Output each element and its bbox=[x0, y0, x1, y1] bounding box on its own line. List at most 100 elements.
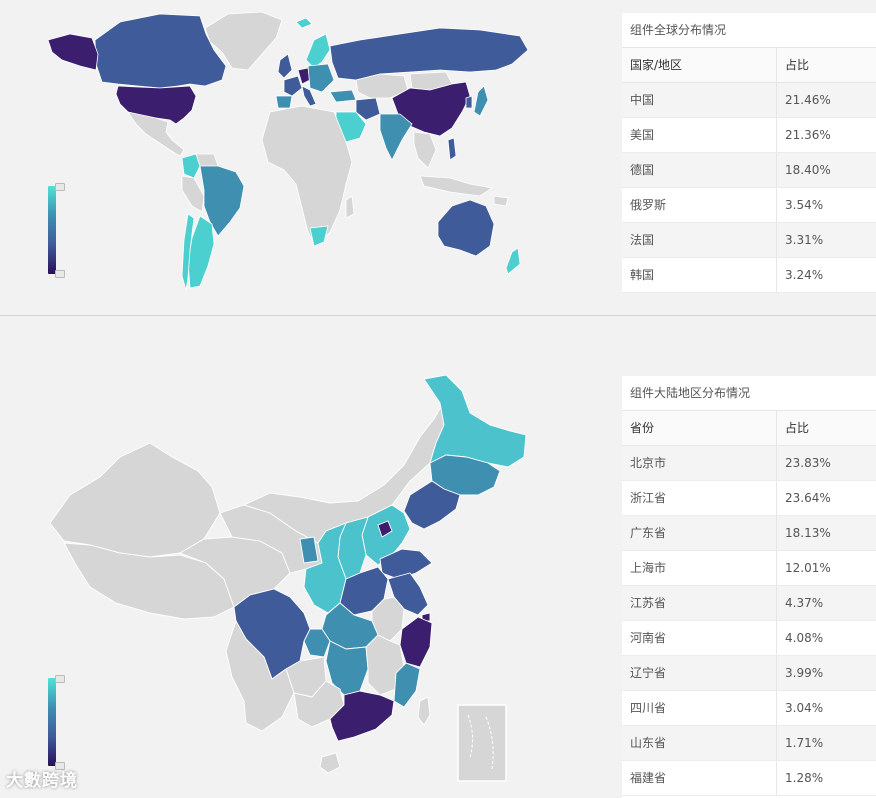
map-region-guangdong[interactable] bbox=[329, 690, 395, 742]
map-region-indonesia[interactable] bbox=[419, 175, 494, 197]
province-pct: 18.13% bbox=[785, 526, 831, 540]
map-region-india[interactable] bbox=[379, 113, 413, 161]
china-legend[interactable] bbox=[48, 675, 65, 770]
province-pct: 3.99% bbox=[785, 666, 824, 680]
map-region-turkey[interactable] bbox=[329, 89, 357, 103]
country-pct: 18.40% bbox=[785, 163, 831, 177]
map-region-italy[interactable] bbox=[301, 85, 317, 107]
china-legend-handle-top[interactable] bbox=[55, 675, 65, 683]
country-name: 德国 bbox=[622, 153, 777, 187]
world-map bbox=[47, 11, 529, 291]
province-name: 山东省 bbox=[622, 726, 777, 760]
country-pct: 21.46% bbox=[785, 93, 831, 107]
map-region-russia[interactable] bbox=[329, 27, 529, 81]
province-name: 广东省 bbox=[622, 516, 777, 550]
map-region-yunnan[interactable] bbox=[225, 619, 295, 732]
china-distribution-table: 组件大陆地区分布情况 省份 占比 北京市 23.83% 浙江省 23.64% 广… bbox=[622, 376, 876, 798]
world-distribution-table: 组件全球分布情况 国家/地区 占比 中国 21.46% 美国 21.36% 德国… bbox=[622, 13, 876, 293]
map-region-new-zealand[interactable] bbox=[505, 247, 521, 275]
map-region-colombia[interactable] bbox=[181, 153, 201, 179]
country-name: 韩国 bbox=[622, 258, 777, 292]
map-region-alaska[interactable] bbox=[47, 33, 99, 71]
map-region-france[interactable] bbox=[283, 75, 303, 97]
map-region-png[interactable] bbox=[493, 195, 509, 207]
country-name: 俄罗斯 bbox=[622, 188, 777, 222]
province-pct: 1.28% bbox=[785, 771, 824, 785]
table-row[interactable]: 河南省 4.08% bbox=[622, 621, 876, 656]
china-map bbox=[49, 374, 527, 782]
table-row[interactable]: 韩国 3.24% bbox=[622, 258, 876, 293]
table-row[interactable]: 俄罗斯 3.54% bbox=[622, 188, 876, 223]
map-region-korea[interactable] bbox=[465, 95, 473, 109]
south-china-sea-inset bbox=[457, 704, 507, 782]
section-divider bbox=[0, 315, 876, 316]
table-row[interactable]: 辽宁省 3.99% bbox=[622, 656, 876, 691]
map-region-zhejiang[interactable] bbox=[399, 616, 433, 668]
table-row[interactable]: 德国 18.40% bbox=[622, 153, 876, 188]
map-region-south-africa[interactable] bbox=[309, 225, 329, 247]
map-region-shandong[interactable] bbox=[379, 548, 433, 580]
map-region-philippines[interactable] bbox=[447, 137, 457, 161]
world-distribution-section: 组件全球分布情况 国家/地区 占比 中国 21.46% 美国 21.36% 德国… bbox=[0, 0, 876, 315]
province-pct: 1.71% bbox=[785, 736, 824, 750]
country-name: 法国 bbox=[622, 223, 777, 257]
map-region-iran[interactable] bbox=[355, 97, 381, 121]
map-region-scandinavia[interactable] bbox=[305, 33, 331, 69]
country-name: 中国 bbox=[622, 83, 777, 117]
map-region-qinghai[interactable] bbox=[178, 536, 291, 608]
province-pct: 12.01% bbox=[785, 561, 831, 575]
map-region-sea[interactable] bbox=[413, 131, 437, 169]
table-row[interactable]: 广东省 18.13% bbox=[622, 516, 876, 551]
table-row[interactable]: 福建省 1.28% bbox=[622, 761, 876, 796]
map-region-africa[interactable] bbox=[261, 105, 353, 247]
province-name: 浙江省 bbox=[622, 481, 777, 515]
map-region-canada[interactable] bbox=[94, 13, 227, 89]
map-region-madagascar[interactable] bbox=[345, 195, 355, 219]
province-name: 四川省 bbox=[622, 691, 777, 725]
map-region-ningxia[interactable] bbox=[299, 536, 319, 564]
world-legend[interactable] bbox=[48, 183, 65, 278]
map-region-hainan[interactable] bbox=[319, 752, 341, 774]
map-region-heilongjiang[interactable] bbox=[423, 374, 527, 468]
province-pct: 3.04% bbox=[785, 701, 824, 715]
table-row[interactable]: 山东省 1.71% bbox=[622, 726, 876, 761]
map-region-liaoning[interactable] bbox=[403, 480, 461, 530]
map-region-mexico[interactable] bbox=[127, 111, 185, 157]
map-region-greenland[interactable] bbox=[204, 11, 283, 71]
world-legend-gradient bbox=[48, 186, 56, 274]
province-pct: 23.83% bbox=[785, 456, 831, 470]
province-pct: 23.64% bbox=[785, 491, 831, 505]
world-table-header: 国家/地区 占比 bbox=[622, 48, 876, 83]
world-legend-handle-top[interactable] bbox=[55, 183, 65, 191]
table-row[interactable]: 上海市 12.01% bbox=[622, 551, 876, 586]
table-row[interactable]: 四川省 3.04% bbox=[622, 691, 876, 726]
map-region-xinjiang[interactable] bbox=[49, 442, 221, 558]
world-table-title: 组件全球分布情况 bbox=[622, 13, 876, 48]
country-pct: 21.36% bbox=[785, 128, 831, 142]
map-region-australia[interactable] bbox=[437, 199, 495, 257]
map-region-east-europe[interactable] bbox=[307, 63, 335, 93]
china-legend-handle-bottom[interactable] bbox=[55, 762, 65, 770]
china-legend-gradient bbox=[48, 678, 56, 766]
table-row[interactable]: 北京市 23.83% bbox=[622, 446, 876, 481]
map-region-taiwan[interactable] bbox=[417, 696, 431, 726]
map-region-iceland[interactable] bbox=[295, 17, 313, 29]
map-region-beijing[interactable] bbox=[377, 520, 393, 538]
map-region-brazil[interactable] bbox=[199, 165, 245, 237]
table-row[interactable]: 法国 3.31% bbox=[622, 223, 876, 258]
province-pct: 4.37% bbox=[785, 596, 824, 610]
map-region-uk[interactable] bbox=[277, 53, 293, 79]
world-col-name: 国家/地区 bbox=[622, 48, 777, 82]
table-row[interactable]: 中国 21.46% bbox=[622, 83, 876, 118]
map-region-peru[interactable] bbox=[181, 175, 205, 213]
map-region-japan[interactable] bbox=[473, 85, 489, 117]
table-row[interactable]: 浙江省 23.64% bbox=[622, 481, 876, 516]
watermark: 大數跨境 bbox=[6, 771, 78, 791]
map-region-chile[interactable] bbox=[181, 213, 195, 291]
table-row[interactable]: 江苏省 4.37% bbox=[622, 586, 876, 621]
map-region-spain[interactable] bbox=[275, 95, 293, 109]
world-legend-handle-bottom[interactable] bbox=[55, 270, 65, 278]
china-col-pct: 占比 bbox=[785, 421, 810, 435]
table-row[interactable]: 美国 21.36% bbox=[622, 118, 876, 153]
china-col-name: 省份 bbox=[622, 411, 777, 445]
